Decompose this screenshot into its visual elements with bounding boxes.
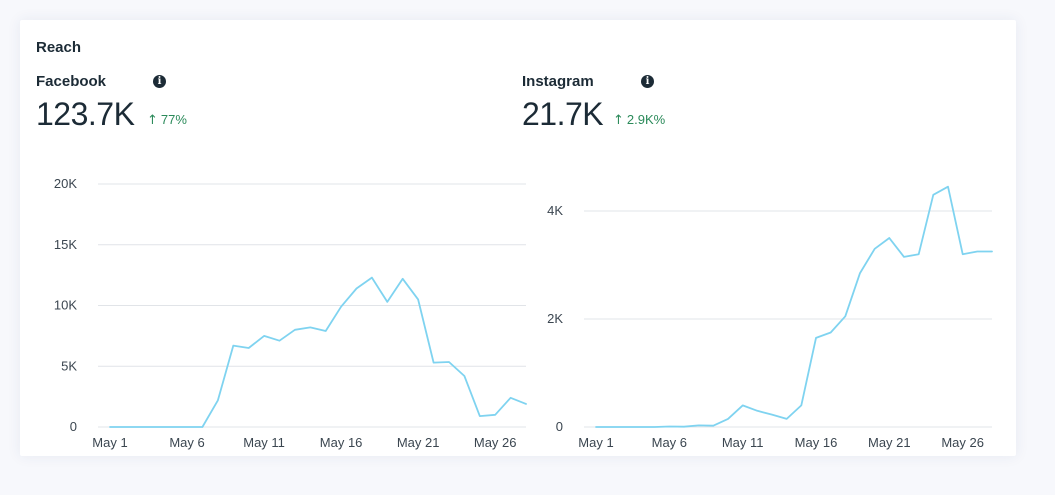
x-tick-label: May 1 bbox=[92, 435, 127, 450]
x-tick-label: May 11 bbox=[243, 435, 285, 450]
instagram-reach-chart: 0 2K 4K May 1 May 6 May 11 May 16 May 21 May 26 bbox=[547, 185, 993, 450]
info-icon[interactable]: i bbox=[153, 75, 166, 88]
instagram-reach-value: 21.7K bbox=[522, 96, 604, 132]
instagram-label: Instagram bbox=[522, 73, 594, 90]
y-tick-label: 10K bbox=[54, 298, 77, 313]
y-tick-label: 2K bbox=[547, 311, 563, 326]
facebook-delta: ↑ 77% bbox=[147, 112, 187, 128]
x-tick-label: May 26 bbox=[474, 435, 517, 450]
series-line bbox=[595, 185, 993, 428]
y-tick-label: 20K bbox=[54, 176, 77, 191]
x-tick-label: May 11 bbox=[722, 435, 764, 450]
facebook-reach-value: 123.7K bbox=[36, 96, 135, 132]
facebook-reach-chart: 0 5K 10K 15K 20K May 1 May 6 May 11 May 16 May 21… bbox=[54, 176, 527, 450]
x-tick-label: May 6 bbox=[652, 435, 687, 450]
arrow-up-icon: ↑ bbox=[147, 113, 158, 128]
x-tick-label: May 1 bbox=[578, 435, 613, 450]
y-tick-label: 5K bbox=[61, 358, 77, 373]
x-tick-label: May 16 bbox=[795, 435, 838, 450]
reach-card: Reach Facebook i 123.7K ↑ 77% 0 5K 10K 15K 20… bbox=[20, 20, 1016, 456]
y-tick-label: 0 bbox=[70, 419, 77, 434]
instagram-panel: Instagram i 21.7K ↑ 2.9K% 0 2K 4K May 1 May 6… bbox=[522, 72, 1002, 452]
instagram-delta: ↑ 2.9K% bbox=[613, 112, 665, 128]
x-tick-label: May 21 bbox=[397, 435, 440, 450]
facebook-label: Facebook bbox=[36, 73, 107, 90]
x-tick-label: May 26 bbox=[941, 435, 984, 450]
x-tick-label: May 21 bbox=[868, 435, 911, 450]
y-tick-label: 4K bbox=[547, 203, 563, 218]
arrow-up-icon: ↑ bbox=[613, 113, 624, 128]
x-tick-label: May 16 bbox=[320, 435, 363, 450]
y-tick-label: 0 bbox=[556, 419, 563, 434]
facebook-delta-value: 77% bbox=[160, 112, 187, 127]
x-tick-label: May 6 bbox=[169, 435, 204, 450]
y-tick-label: 15K bbox=[54, 237, 77, 252]
info-icon[interactable]: i bbox=[641, 75, 654, 88]
series-line bbox=[109, 276, 527, 428]
card-title: Reach bbox=[36, 39, 82, 56]
facebook-panel: Facebook i 123.7K ↑ 77% 0 5K 10K 15K 20K May 1… bbox=[36, 72, 527, 452]
instagram-delta-value: 2.9K% bbox=[626, 112, 666, 127]
